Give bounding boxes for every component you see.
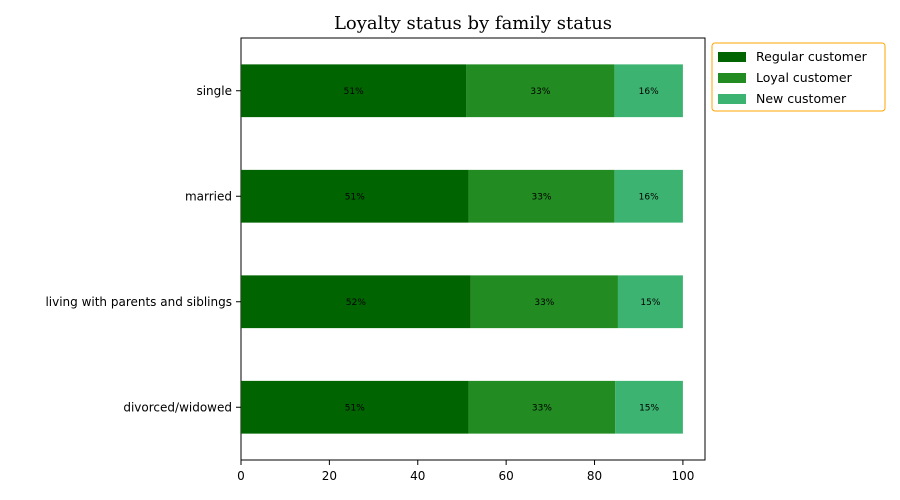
data-label: 16%: [639, 192, 659, 202]
bar-segment: [614, 64, 683, 118]
y-tick-label: living with parents and siblings: [45, 295, 232, 309]
plot-frame: [240, 37, 706, 461]
bar-segment: [614, 169, 683, 223]
bar-segment: [241, 64, 467, 118]
data-label: 52%: [346, 298, 366, 308]
data-label: 51%: [345, 403, 365, 413]
bar-segment: [241, 380, 469, 434]
y-tick-label: married: [185, 189, 232, 203]
x-tick-label: 20: [322, 469, 337, 483]
legend: Regular customer Loyal customer New custom…: [711, 42, 886, 112]
data-label: 33%: [530, 87, 550, 97]
data-label: 33%: [531, 192, 551, 202]
bar-segment: [241, 275, 471, 329]
x-tick-label: 60: [499, 469, 514, 483]
x-tick-label: 40: [410, 469, 425, 483]
legend-label: Loyal customer: [756, 70, 853, 85]
legend-swatch: [718, 94, 746, 104]
bar-segment: [615, 380, 683, 434]
legend-box: [711, 42, 886, 112]
data-label: 51%: [344, 87, 364, 97]
legend-label: New customer: [756, 91, 847, 106]
data-label: 51%: [345, 192, 365, 202]
chart-title: Loyalty status by family status: [334, 13, 612, 34]
bar-segment: [466, 64, 615, 118]
bar-segment: [470, 275, 618, 329]
data-label: 15%: [639, 403, 659, 413]
y-tick-label: divorced/widowed: [123, 400, 232, 414]
data-label: 15%: [640, 298, 660, 308]
y-axis: single married living with parents and sib…: [45, 84, 241, 414]
legend-swatch: [718, 73, 746, 83]
bar-segment: [468, 169, 615, 223]
bar-group: 51% 33% 16% 51% 33% 16% 52% 33% 15% 51% 33% 15%: [241, 64, 683, 434]
bar-segment: [617, 275, 683, 329]
x-axis: 0 20 40 60 80 100: [237, 460, 694, 483]
data-label: 33%: [532, 403, 552, 413]
data-label: 16%: [639, 87, 659, 97]
bar-segment: [468, 380, 616, 434]
y-tick-label: single: [196, 84, 232, 98]
legend-swatch: [718, 52, 746, 62]
data-label: 33%: [534, 298, 554, 308]
x-tick-label: 100: [671, 469, 694, 483]
bar-segment: [241, 169, 469, 223]
x-tick-label: 80: [587, 469, 602, 483]
legend-label: Regular customer: [756, 49, 868, 64]
x-tick-label: 0: [237, 469, 245, 483]
